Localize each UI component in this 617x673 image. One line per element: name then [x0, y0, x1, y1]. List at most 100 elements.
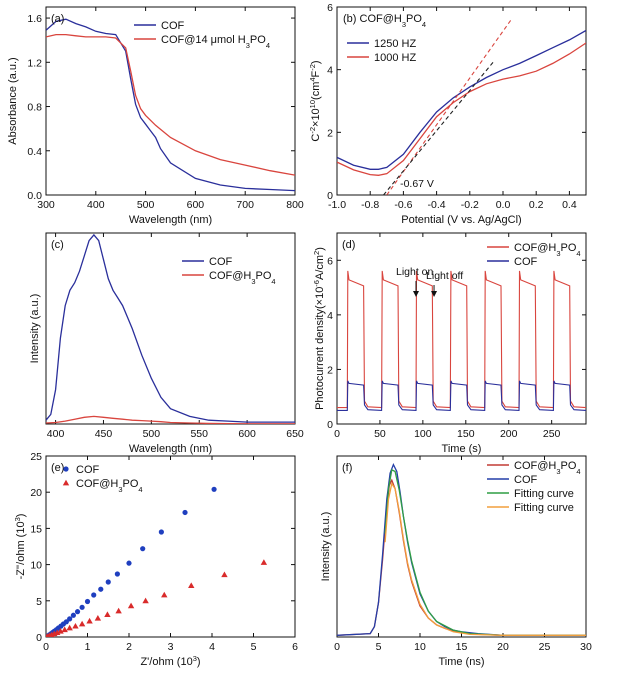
y-tick-label: 1.6 [27, 13, 42, 25]
panel-tag: (c) [51, 239, 64, 251]
x-tick-label: 500 [137, 199, 155, 211]
y-tick-label: 4 [327, 310, 333, 322]
data-point-cof [126, 560, 132, 566]
legend-label: COF [514, 474, 538, 486]
x-axis-title: Time (ns) [438, 656, 484, 668]
data-point-cof-h3po4 [127, 602, 135, 609]
data-point-cof-h3po4 [66, 624, 73, 631]
y-tick-label: 2 [327, 127, 333, 139]
legend-label: COF [161, 20, 185, 32]
y-axis-title: -Z''/ohm (103) [13, 514, 28, 580]
panel-b: -1.0 -0.8 -0.6 -0.4 -0.2 0.0 0.2 0.4 0 2 4 6 (b) COF… [308, 2, 587, 226]
annotation-flatband: -0.67 V [400, 178, 434, 190]
plot-frame [45, 232, 296, 425]
panel-tag: (b) COF@H3PO4 [343, 13, 426, 29]
series-line-1 [46, 415, 295, 424]
x-axis-title: Potential (V vs. Ag/AgCl) [401, 214, 521, 226]
legend-marker-cof [63, 466, 69, 472]
data-point-cof [211, 486, 217, 492]
y-tick-label: 20 [30, 487, 42, 499]
x-tick-label: -1.0 [328, 199, 346, 211]
y-axis-title: Absorbance (a.u.) [7, 57, 19, 144]
legend-label: COF [209, 256, 233, 268]
legend-label: 1250 HZ [374, 38, 416, 50]
legend-label: 1000 HZ [374, 52, 416, 64]
legend-label: COF@14 μmol H3PO4 [161, 34, 270, 50]
data-point-cof-h3po4 [72, 622, 79, 629]
x-axis-title: Time (s) [442, 443, 482, 455]
data-point-cof-h3po4 [104, 611, 111, 617]
data-point-cof [182, 509, 188, 516]
data-point-cof [158, 529, 164, 535]
legend-marker-cof-h3po4 [62, 479, 70, 486]
plot-area [46, 18, 295, 192]
data-point-cof [67, 616, 73, 622]
y-tick-label: 0.8 [27, 102, 42, 114]
legend-label: COF [76, 464, 100, 476]
legend-label: COF [514, 256, 538, 268]
series-line-1 [337, 380, 586, 411]
data-point-cof [79, 604, 85, 610]
y-axis-title: Intensity (a.u.) [29, 294, 41, 364]
x-tick-label: 4 [209, 641, 215, 653]
x-axis-title: Wavelength (nm) [129, 214, 212, 226]
x-tick-label: 0.2 [529, 199, 544, 211]
y-tick-label: 5 [36, 596, 42, 608]
x-tick-label: 15 [456, 641, 468, 653]
legend-label: Fitting curve [514, 488, 574, 500]
x-tick-label: 2 [126, 641, 132, 653]
y-tick-label: 0 [327, 419, 333, 431]
data-point-cof-h3po4 [94, 614, 102, 621]
y-tick-label: 0 [36, 632, 42, 644]
x-tick-label: 700 [236, 199, 254, 211]
plot-frame [336, 232, 587, 425]
series-line-0 [337, 29, 586, 170]
plot-frame [45, 6, 296, 196]
y-axis-title: Photocurrent density(×10-6A/cm2) [312, 247, 327, 410]
data-point-cof-h3po4 [54, 629, 61, 636]
x-tick-label: -0.2 [461, 199, 479, 211]
legend-label: COF@H3PO4 [514, 242, 581, 258]
data-point-cof [91, 592, 97, 598]
panel-a: 300 400 500 600 700 800 0.0 0.4 0.8 1.2 1.6 (a) Wave… [7, 6, 304, 226]
annotation-light-off: Light off [426, 270, 463, 282]
x-tick-label: 1 [85, 641, 91, 653]
x-tick-label: 600 [187, 199, 205, 211]
data-point-cof [105, 579, 111, 585]
panel-c: 400 450 500 550 600 650 (c) Wavelength (nm) Inte… [29, 232, 304, 455]
data-point-cof [74, 609, 81, 615]
arrowhead [412, 291, 419, 297]
x-tick-label: 20 [497, 641, 509, 653]
data-point-cof-h3po4 [61, 626, 68, 633]
x-tick-label: -0.4 [428, 199, 446, 211]
x-tick-label: -0.8 [361, 199, 379, 211]
data-point-cof-h3po4 [221, 571, 228, 578]
y-tick-label: 0.4 [27, 146, 42, 158]
y-tick-label: 10 [30, 560, 42, 572]
fit-line-dashed [383, 59, 496, 195]
data-point-cof [70, 612, 76, 618]
series-line-0 [337, 270, 586, 409]
panel-tag: (a) [51, 13, 64, 25]
panel-tag: (f) [342, 462, 352, 474]
plot-area [337, 270, 586, 411]
y-tick-label: 6 [327, 255, 333, 267]
y-tick-label: 6 [327, 2, 333, 14]
data-point-cof-h3po4 [142, 597, 149, 604]
y-axis-title: C-2×1010(cm4F-2) [308, 60, 323, 141]
x-axis-title: Z'/ohm (103) [140, 654, 200, 669]
x-tick-label: 3 [168, 641, 174, 653]
y-tick-label: 25 [30, 451, 42, 463]
legend-label: Fitting curve [514, 502, 574, 514]
x-tick-label: 25 [539, 641, 551, 653]
data-point-cof [114, 571, 120, 577]
data-point-cof-h3po4 [86, 617, 93, 624]
x-tick-label: -0.6 [394, 199, 412, 211]
annotation-light-on: Light on [396, 266, 434, 278]
x-tick-label: 50 [374, 428, 386, 440]
x-axis-title: Wavelength (nm) [129, 443, 212, 455]
x-tick-label: 0 [334, 641, 340, 653]
data-point-cof-h3po4 [57, 628, 64, 634]
